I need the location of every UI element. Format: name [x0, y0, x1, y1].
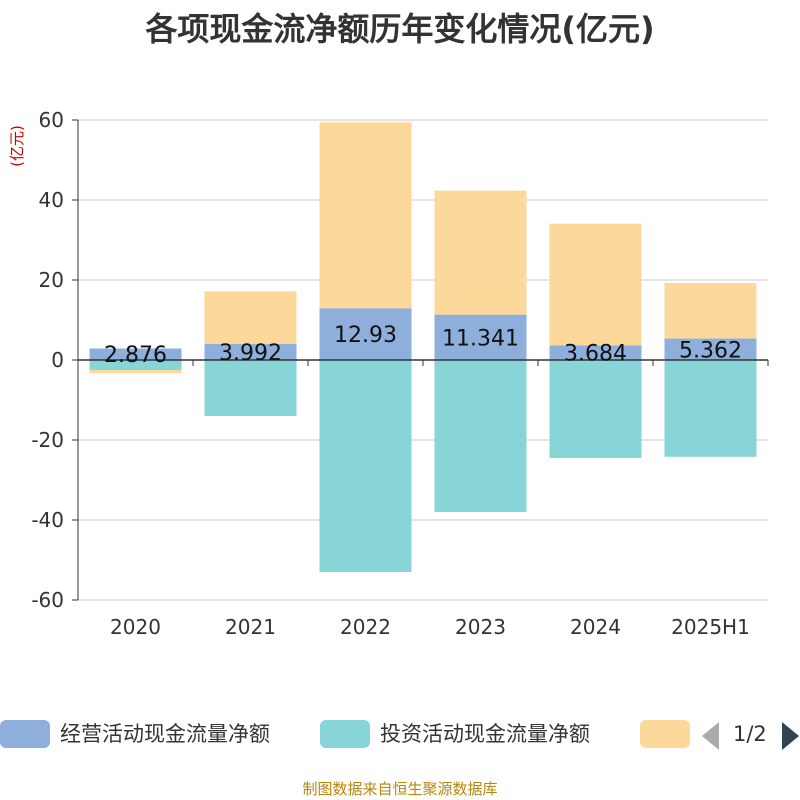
legend-swatch: [0, 720, 50, 748]
y-tick-label: -40: [31, 508, 64, 532]
bar-series-2-2021: [204, 291, 297, 345]
bar-series-1-2023: [434, 360, 527, 512]
legend-swatch: [640, 720, 690, 748]
bar-series-1-2020: [89, 360, 182, 370]
bar-series-1-2021: [204, 360, 297, 416]
y-axis-unit: (亿元): [8, 125, 26, 167]
x-tick-label: 2020: [110, 615, 161, 639]
bar-series-2-2024: [549, 223, 642, 346]
chart-title: 各项现金流净额历年变化情况(亿元): [145, 10, 655, 48]
legend-page-indicator: 1/2: [733, 722, 767, 746]
legend-label: 经营活动现金流量净额: [60, 722, 270, 746]
data-label: 11.341: [442, 326, 519, 351]
bar-series-0-2021: [204, 344, 297, 360]
legend-label: 投资活动现金流量净额: [380, 722, 590, 746]
bar-series-0-2022: [319, 308, 412, 360]
legend-next-page-icon[interactable]: [782, 722, 799, 750]
bar-series-1-2022: [319, 360, 412, 572]
bar-series-2-2025H1: [664, 282, 757, 339]
y-tick-label: 20: [39, 268, 64, 292]
y-tick-label: 60: [39, 108, 64, 132]
bar-series-2-2020: [89, 370, 182, 374]
bar-series-0-2024: [549, 345, 642, 360]
bar-series-1-2024: [549, 360, 642, 458]
x-tick-label: 2024: [570, 615, 621, 639]
bar-series-2-2023: [434, 190, 527, 315]
x-tick-label: 2025H1: [671, 615, 750, 639]
y-tick-label: 40: [39, 188, 64, 212]
legend-swatch: [320, 720, 370, 748]
data-label: 3.684: [564, 342, 627, 367]
data-source-note: 制图数据来自恒生聚源数据库: [302, 780, 498, 798]
x-tick-label: 2023: [455, 615, 506, 639]
data-label: 5.362: [679, 338, 742, 363]
legend: 经营活动现金流量净额 投资活动现金流量净额 1/2: [0, 716, 800, 752]
bar-series-0-2025H1: [664, 338, 757, 360]
y-tick-label: 0: [51, 348, 64, 372]
data-label: 12.93: [334, 323, 397, 348]
x-tick-label: 2022: [340, 615, 391, 639]
x-tick-label: 2021: [225, 615, 276, 639]
data-label: 2.876: [104, 343, 167, 368]
bar-series-0-2023: [434, 314, 527, 360]
data-label: 3.992: [219, 341, 282, 366]
bar-series-2-2022: [319, 122, 412, 309]
y-tick-label: -60: [31, 588, 64, 612]
bar-series-1-2025H1: [664, 360, 757, 457]
legend-prev-page-icon[interactable]: [702, 722, 719, 750]
bar-series-0-2020: [89, 348, 182, 360]
y-tick-label: -20: [31, 428, 64, 452]
stacked-bar-chart: 60 40 20 0 -20 -40 -60 (亿元) 2.876 3.992 12.93 11.34…: [8, 108, 769, 639]
